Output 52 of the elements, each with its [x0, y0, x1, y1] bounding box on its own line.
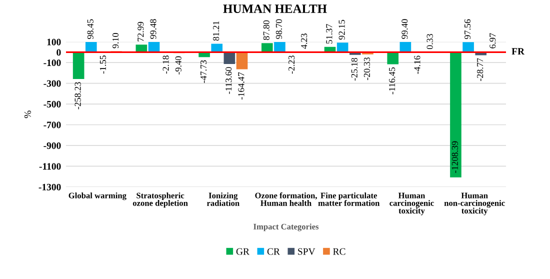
x-tick-label: Stratospheric ozone depletion [132, 192, 188, 208]
data-label: -258.23 [74, 82, 81, 110]
data-label: -47.73 [200, 60, 207, 83]
data-label: 6.97 [490, 33, 496, 48]
legend-label: CR [267, 248, 280, 255]
data-label: 72.99 [138, 22, 144, 42]
y-tick-label: -700 [44, 122, 61, 128]
data-label: -25.18 [351, 58, 358, 81]
data-label: 87.80 [263, 20, 270, 40]
x-tick-label: Ozone formation, Human health [255, 192, 317, 206]
x-tick-label: Human carcinogenic toxicity [390, 192, 434, 216]
data-label: -113.60 [226, 67, 232, 94]
y-axis-title: % [24, 110, 31, 118]
y-tick-label: -500 [44, 100, 61, 108]
data-label: 99.48 [150, 19, 156, 39]
y-tick-label: -900 [44, 142, 61, 149]
data-label: -4.16 [414, 56, 420, 74]
y-tick-label: 100 [47, 38, 61, 46]
data-label: -116.45 [389, 67, 396, 94]
y-tick-label: -300 [44, 80, 61, 87]
data-label: -28.77 [477, 58, 484, 81]
data-label: -1208.39 [452, 141, 458, 173]
x-tick-label: Human non-carcinogenic toxicity [444, 192, 505, 216]
x-tick-label: Ionizing radiation [206, 192, 240, 206]
data-label: -20.33 [364, 57, 370, 80]
data-label: 4.23 [301, 34, 308, 49]
x-tick-label: Global warming [68, 192, 126, 200]
y-tick-label: 0 [56, 49, 61, 56]
data-label: 9.10 [112, 33, 119, 48]
x-tick-label: Fine particulate matter formation [318, 192, 380, 206]
legend-label: GR [236, 248, 250, 255]
chart-title: HUMAN HEALTH [223, 4, 327, 13]
data-label: -9.40 [175, 56, 182, 74]
data-label: 0.33 [426, 34, 433, 50]
data-label: -164.47 [238, 72, 244, 100]
data-label: 99.40 [402, 19, 408, 39]
data-label: 81.21 [213, 21, 220, 41]
data-label: 92.15 [338, 20, 345, 40]
data-label: 51.37 [326, 24, 332, 44]
y-tick-label: -1300 [38, 184, 61, 190]
legend-label: SPV [298, 248, 316, 255]
legend-label: RC [333, 248, 346, 255]
y-tick-label: -100 [44, 59, 61, 66]
data-label: -1.55 [100, 56, 106, 74]
data-label: -2.18 [162, 56, 169, 74]
data-label: -2.23 [288, 56, 295, 74]
ref-line-label: FR [512, 48, 525, 55]
data-label: 97.56 [464, 19, 471, 40]
y-tick-label: -1100 [39, 163, 61, 170]
data-label: 98.45 [87, 19, 94, 39]
data-label: 98.70 [276, 19, 282, 39]
x-axis-title: Impact Categories [254, 224, 319, 232]
